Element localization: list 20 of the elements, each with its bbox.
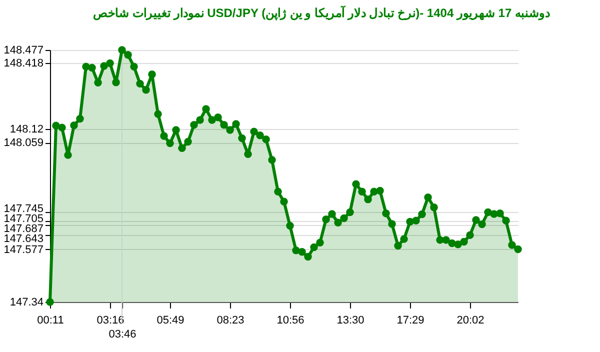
y-tick-label: 147.643 [4, 232, 44, 245]
y-tick-label: 148.418 [4, 58, 44, 70]
y-tick-label: 147.687 [4, 222, 44, 235]
y-tick-label: 147.577 [4, 244, 44, 256]
y-tick-label: 148.477 [4, 44, 44, 56]
y-tick-label: 148.059 [4, 137, 44, 150]
x-tick-label: 05:49 [156, 314, 184, 326]
y-tick-label: 148.12 [10, 124, 44, 136]
x-tick-label: 03:46 [108, 328, 136, 340]
x-tick-label: 10:56 [276, 314, 304, 326]
y-tick-label: 147.34 [10, 296, 44, 308]
x-tick-label: 17:29 [396, 314, 424, 326]
x-tick-label: 00:11 [37, 314, 64, 326]
x-tick-label: 08:23 [216, 314, 244, 326]
chart-title: نمودار تغییرات شاخص USD/JPY (نرخ تبادل دلار آمریکا و ین ژاپن)- دوشنبه 17 شهریور 1404 [93, 4, 550, 21]
y-tick-label: 147.745 [4, 202, 44, 215]
y-tick-label: 147.705 [4, 212, 44, 225]
x-tick-label: 03:16 [96, 314, 124, 326]
x-tick-label: 20:02 [456, 314, 484, 326]
x-tick-label: 13:30 [336, 314, 364, 326]
